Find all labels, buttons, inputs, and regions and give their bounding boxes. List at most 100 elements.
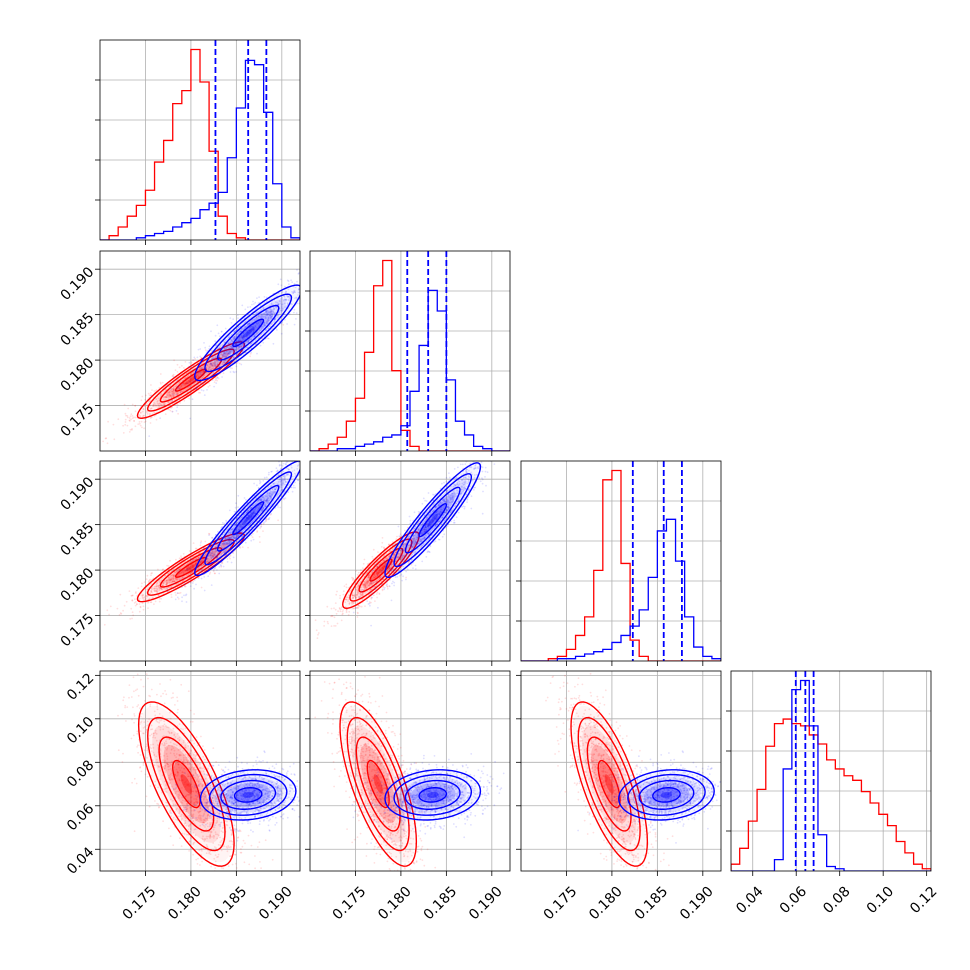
sample-point bbox=[264, 505, 267, 508]
sample-point bbox=[255, 497, 258, 500]
sample-point bbox=[170, 593, 173, 596]
sample-point bbox=[196, 558, 199, 560]
sample-point bbox=[194, 379, 197, 382]
sample-point bbox=[234, 343, 237, 346]
sample-point bbox=[234, 348, 237, 351]
sample-point bbox=[259, 499, 262, 501]
sample-point bbox=[208, 382, 210, 384]
sample-point bbox=[188, 568, 190, 571]
sample-point bbox=[156, 400, 159, 403]
sample-point bbox=[242, 337, 245, 340]
sample-point bbox=[258, 296, 260, 298]
sample-point bbox=[186, 382, 189, 385]
sample-point bbox=[318, 439, 320, 441]
sample-point bbox=[302, 454, 304, 456]
sample-point bbox=[161, 568, 164, 571]
sample-point bbox=[284, 318, 286, 321]
sample-point bbox=[160, 382, 162, 385]
sample-point bbox=[185, 567, 188, 569]
sample-point bbox=[280, 306, 283, 309]
sample-point bbox=[215, 556, 217, 558]
sample-point bbox=[184, 564, 186, 567]
sample-point bbox=[260, 503, 262, 505]
sample-point bbox=[291, 303, 293, 306]
sample-point bbox=[265, 519, 268, 522]
sample-point bbox=[237, 533, 240, 536]
sample-point bbox=[164, 574, 167, 577]
sample-point bbox=[359, 581, 361, 584]
sample-point bbox=[123, 604, 126, 607]
sample-point bbox=[184, 582, 186, 585]
sample-point bbox=[131, 611, 134, 614]
sample-point bbox=[202, 563, 205, 565]
sample-point bbox=[271, 308, 274, 311]
sample-point bbox=[239, 525, 242, 527]
sample-point bbox=[200, 586, 203, 589]
red-histogram bbox=[310, 259, 510, 451]
sample-point bbox=[180, 385, 183, 388]
sample-point bbox=[195, 376, 198, 378]
sample-point bbox=[367, 584, 369, 587]
sample-point bbox=[229, 536, 232, 539]
sample-point bbox=[237, 506, 239, 509]
sample-point bbox=[203, 342, 205, 344]
sample-point bbox=[247, 322, 250, 325]
sample-point bbox=[262, 306, 265, 309]
sample-point bbox=[146, 594, 149, 597]
sample-point bbox=[164, 580, 166, 583]
sample-point bbox=[267, 337, 270, 340]
sample-point bbox=[193, 378, 196, 381]
sample-point bbox=[248, 326, 251, 329]
sample-point bbox=[241, 337, 244, 340]
sample-point bbox=[173, 580, 176, 583]
sample-point bbox=[210, 367, 213, 370]
sample-point bbox=[192, 359, 195, 361]
sample-point bbox=[151, 389, 153, 392]
sample-point bbox=[137, 587, 140, 589]
sample-point bbox=[241, 343, 244, 346]
sample-point bbox=[182, 570, 184, 572]
sample-point bbox=[143, 414, 145, 417]
sample-point bbox=[142, 408, 145, 411]
red-density bbox=[152, 352, 230, 408]
sample-point bbox=[246, 331, 249, 334]
sample-point bbox=[199, 371, 202, 374]
sample-point bbox=[245, 351, 248, 354]
sample-point bbox=[172, 393, 175, 396]
sample-point bbox=[280, 305, 283, 308]
sample-point bbox=[222, 543, 225, 546]
sample-point bbox=[215, 382, 218, 384]
sample-point bbox=[165, 586, 168, 589]
sample-point bbox=[220, 543, 223, 546]
sample-point bbox=[254, 326, 257, 328]
sample-point bbox=[160, 392, 162, 395]
sample-point bbox=[166, 588, 169, 590]
sample-point bbox=[242, 350, 245, 352]
sample-point bbox=[246, 517, 248, 520]
sample-point bbox=[363, 558, 366, 561]
sample-point bbox=[164, 389, 167, 391]
sample-point bbox=[145, 411, 148, 414]
sample-point bbox=[269, 316, 272, 319]
sample-point bbox=[289, 296, 291, 298]
sample-point bbox=[154, 587, 157, 590]
sample-point bbox=[130, 413, 133, 416]
sample-point bbox=[197, 564, 200, 567]
sample-point bbox=[254, 512, 257, 515]
sample-point bbox=[303, 466, 305, 468]
sample-point bbox=[241, 304, 244, 307]
sample-point bbox=[229, 538, 232, 541]
sample-point bbox=[229, 532, 232, 534]
sample-point bbox=[360, 588, 363, 591]
sample-point bbox=[381, 568, 384, 571]
sample-point bbox=[334, 257, 336, 259]
sample-point bbox=[200, 540, 203, 543]
red-histogram bbox=[521, 469, 721, 661]
sample-point bbox=[134, 598, 136, 600]
sample-point bbox=[175, 578, 178, 581]
sample-point bbox=[280, 479, 283, 482]
sample-point bbox=[286, 279, 289, 282]
sample-point bbox=[229, 345, 232, 348]
sample-point bbox=[232, 357, 235, 359]
sample-point bbox=[219, 352, 222, 355]
